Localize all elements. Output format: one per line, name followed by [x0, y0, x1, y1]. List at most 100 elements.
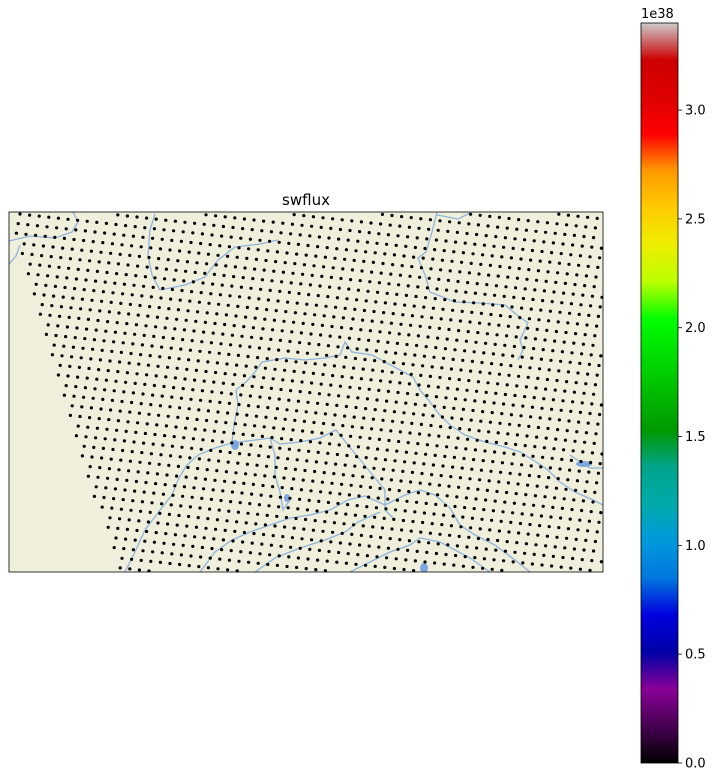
station-point: [524, 493, 528, 497]
station-point: [233, 216, 237, 220]
station-point: [536, 269, 541, 273]
station-point: [261, 327, 265, 331]
station-point: [584, 431, 589, 435]
station-point: [321, 372, 325, 377]
station-point: [391, 312, 395, 316]
station-point: [295, 409, 299, 413]
colorbar-frame: [640, 22, 679, 764]
station-point: [373, 408, 377, 412]
station-point: [148, 305, 152, 309]
station-point: [478, 527, 482, 531]
station-point: [305, 351, 309, 355]
station-point: [552, 447, 556, 451]
station-point: [164, 375, 168, 379]
station-point: [422, 511, 426, 515]
station-point: [206, 252, 210, 256]
station-point: [173, 327, 177, 331]
station-point: [106, 525, 110, 529]
station-point: [118, 517, 122, 521]
station-point: [200, 496, 204, 500]
station-point: [404, 558, 408, 562]
station-point: [239, 550, 243, 554]
station-point: [416, 491, 420, 495]
station-point: [463, 555, 467, 559]
station-point: [295, 458, 299, 462]
station-point: [448, 269, 452, 273]
station-point: [497, 480, 501, 484]
station-point: [533, 288, 537, 292]
station-point: [397, 332, 401, 336]
station-point: [340, 375, 344, 379]
station-point: [281, 221, 285, 225]
station-point: [425, 394, 429, 398]
station-point: [407, 382, 411, 386]
station-point: [388, 331, 392, 335]
station-point: [289, 438, 293, 442]
station-point: [302, 263, 306, 267]
station-point: [452, 563, 456, 567]
station-point: [149, 403, 153, 407]
station-point: [162, 541, 166, 545]
station-point: [92, 494, 96, 498]
station-point: [119, 458, 123, 462]
station-point: [380, 369, 384, 373]
station-point: [220, 234, 224, 238]
station-point: [162, 384, 166, 389]
station-point: [43, 234, 47, 238]
station-point: [180, 288, 184, 293]
station-point: [95, 220, 99, 224]
station-point: [142, 284, 146, 288]
station-point: [254, 365, 258, 369]
station-point: [370, 476, 374, 480]
station-point: [379, 271, 383, 275]
station-point: [91, 240, 95, 244]
station-point: [306, 557, 310, 561]
station-point: [393, 302, 397, 306]
station-point: [336, 501, 340, 506]
station-point: [542, 553, 546, 558]
station-point: [531, 297, 535, 302]
station-point: [370, 427, 374, 431]
station-point: [475, 546, 479, 550]
station-point: [174, 268, 178, 272]
station-point: [59, 256, 63, 260]
station-point: [160, 502, 164, 506]
station-point: [547, 319, 551, 323]
station-point: [290, 222, 294, 226]
station-point: [451, 514, 455, 518]
station-point: [178, 562, 182, 567]
station-point: [530, 562, 535, 566]
station-point: [590, 402, 594, 406]
station-point: [165, 473, 169, 477]
station-point: [475, 438, 479, 442]
station-point: [74, 385, 78, 389]
station-point: [184, 426, 188, 430]
station-point: [311, 371, 315, 375]
station-point: [521, 296, 526, 301]
station-point: [106, 476, 110, 480]
station-point: [257, 503, 261, 507]
station-point: [200, 545, 204, 550]
station-point: [557, 369, 561, 373]
station-point: [131, 548, 135, 552]
station-point: [113, 487, 117, 491]
station-point: [163, 277, 167, 281]
station-point: [598, 305, 602, 309]
station-point: [188, 456, 192, 460]
station-point: [238, 452, 242, 456]
station-point: [301, 429, 305, 433]
station-point: [502, 559, 506, 563]
station-point: [331, 217, 335, 221]
station-point: [243, 423, 247, 427]
station-point: [580, 558, 584, 562]
station-point: [371, 417, 375, 421]
station-point: [457, 534, 461, 539]
station-point: [425, 237, 429, 241]
station-point: [113, 281, 117, 285]
river-line: [9, 244, 21, 265]
station-point: [329, 275, 333, 279]
station-point: [169, 297, 173, 301]
station-point: [493, 499, 497, 503]
station-point: [244, 472, 248, 476]
station-point: [193, 221, 197, 225]
